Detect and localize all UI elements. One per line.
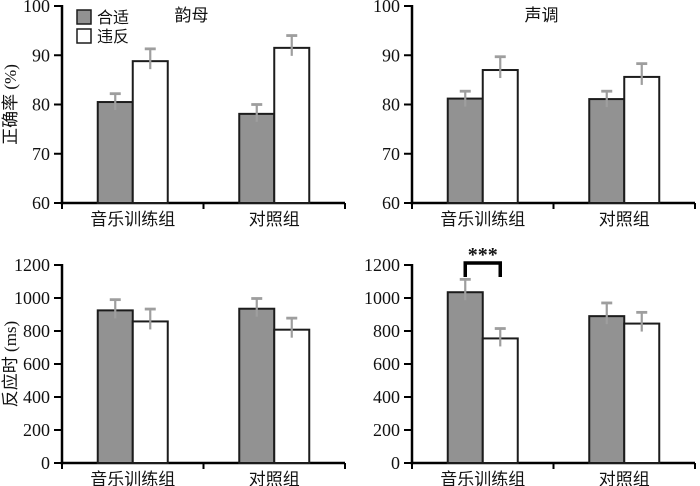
bar-violation [623,75,661,204]
x-category-label: 音乐训练组 [440,210,525,229]
chart-svg-reaction-time-tone: 0 200 400 600 800 1000 1200 音乐训练组 对照组 *** [364,244,696,486]
bar-violation [623,322,661,464]
significance-bracket [463,261,502,277]
y-tick-label: 60 [32,193,50,213]
legend-swatch-suitable [76,9,92,25]
chart-accuracy-tone: 60 70 80 90 100 音乐训练组 对照组 声调 [350,0,700,243]
bar-suitable [96,101,134,204]
bar-violation [481,337,519,464]
x-category-label: 音乐训练组 [90,470,175,486]
y-tick-label: 400 [373,387,400,407]
bar-violation [131,320,169,465]
bar-suitable [238,307,276,464]
y-tick-label: 90 [382,45,400,65]
bar-suitable [238,112,276,204]
y-axis-label: 正确率 (%) [1,64,20,145]
y-tick-label: 70 [32,144,50,164]
y-tick-label: 100 [373,0,400,16]
y-axis-label: 反应时 (ms) [1,321,20,407]
bar-violation [273,46,311,204]
panel-title: 声调 [525,6,559,25]
y-tick-label: 70 [382,144,400,164]
chart-svg-reaction-time-vowel: 0 200 400 600 800 1000 1200 音乐训练组 对照组 反应时 (ms) [1,255,346,486]
chart-svg-accuracy-tone: 60 70 80 90 100 音乐训练组 对照组 声调 [373,0,696,229]
bar-suitable [96,309,134,464]
y-tick-label: 1000 [14,288,50,308]
y-tick-label: 800 [373,321,400,341]
x-category-label: 音乐训练组 [90,210,175,229]
bar-suitable [446,291,484,464]
significance-stars: *** [468,244,498,266]
x-category-label: 音乐训练组 [440,470,525,486]
y-tick-label: 80 [382,95,400,115]
y-tick-label: 1200 [14,255,50,275]
y-tick-label: 0 [391,453,400,473]
legend-swatch-violation [76,28,92,44]
panel-title: 韵母 [175,6,209,25]
y-tick-label: 100 [23,0,50,16]
y-tick-label: 1200 [364,255,400,275]
y-tick-label: 80 [32,95,50,115]
y-tick-label: 60 [382,193,400,213]
y-tick-label: 800 [23,321,50,341]
y-tick-label: 400 [23,387,50,407]
chart-reaction-time-vowel: 0 200 400 600 800 1000 1200 音乐训练组 对照组 反应时 (ms) [0,243,350,486]
bar-violation [481,69,519,205]
bar-suitable [446,97,484,204]
chart-reaction-time-tone: 0 200 400 600 800 1000 1200 音乐训练组 对照组 *** [350,243,700,486]
x-category-label: 对照组 [599,210,650,229]
y-tick-label: 600 [23,354,50,374]
y-tick-label: 200 [373,420,400,440]
bar-violation [273,328,311,465]
bar-suitable [588,315,626,465]
legend-label: 合适 [97,9,129,27]
bar-suitable [588,98,626,204]
bar-violation [131,60,169,204]
x-category-label: 对照组 [249,210,300,229]
y-tick-label: 200 [23,420,50,440]
y-tick-label: 90 [32,45,50,65]
y-tick-label: 1000 [364,288,400,308]
y-tick-label: 600 [373,354,400,374]
y-tick-label: 0 [41,453,50,473]
x-category-label: 对照组 [599,470,650,486]
chart-accuracy-vowel: 60 70 80 90 100 音乐训练组 对照组 韵母正确率 (%) 合适 违反 [0,0,350,243]
x-category-label: 对照组 [249,470,300,486]
legend-label: 违反 [97,28,129,46]
